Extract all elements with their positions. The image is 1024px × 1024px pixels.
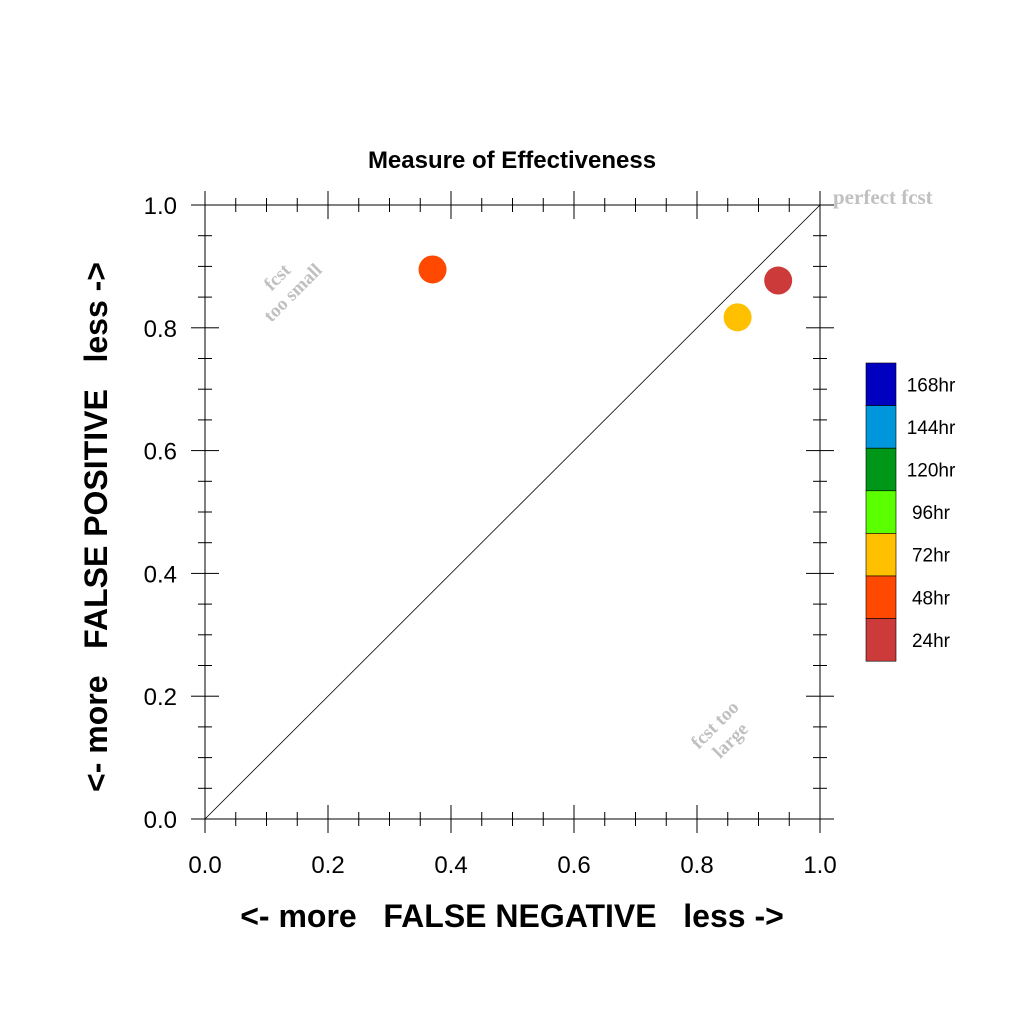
legend-label-48hr: 48hr <box>912 588 951 609</box>
legend-label-120hr: 120hr <box>907 461 956 482</box>
point-24hr <box>764 266 793 295</box>
legend-label-96hr: 96hr <box>912 503 951 524</box>
legend-swatch-144hr <box>865 405 897 449</box>
x-tick-label: 0.8 <box>680 852 713 879</box>
x-tick-label: 1.0 <box>803 852 836 879</box>
legend-swatch-24hr <box>865 618 897 662</box>
legend-label-144hr: 144hr <box>907 418 956 439</box>
too-small-annotation: fcst too small <box>260 260 327 327</box>
y-tick-label: 0.6 <box>144 439 177 466</box>
y-tick-label: 0.8 <box>144 316 177 343</box>
too-large-annotation: fcst too large <box>687 697 753 763</box>
lead-time-legend: 168hr 144hr 120hr 96hr 72hr 48hr 24hr <box>865 362 956 662</box>
y-tick-label: 0.4 <box>144 561 177 588</box>
legend-swatch-120hr <box>865 447 897 492</box>
data-points <box>418 255 793 332</box>
x-tick-label: 0.4 <box>434 852 467 879</box>
x-tick-label: 0.0 <box>188 852 221 879</box>
y-tick-label: 1.0 <box>144 193 177 220</box>
legend-swatch-48hr <box>865 575 897 619</box>
y-tick-labels: 0.0 0.2 0.4 0.6 0.8 1.0 <box>144 193 177 834</box>
legend-swatch-96hr <box>865 490 897 534</box>
legend-label-24hr: 24hr <box>912 631 951 652</box>
perfect-forecast-line <box>204 204 821 820</box>
y-tick-label: 0.2 <box>144 684 177 711</box>
legend-swatch-72hr <box>865 533 897 577</box>
chart-title: Measure of Effectiveness <box>368 147 656 174</box>
axis-ticks <box>191 191 834 833</box>
x-tick-labels: 0.0 0.2 0.4 0.6 0.8 1.0 <box>188 852 836 879</box>
x-tick-label: 0.6 <box>557 852 590 879</box>
y-tick-label: 0.0 <box>144 807 177 834</box>
legend-label-72hr: 72hr <box>912 546 951 567</box>
point-72hr <box>723 303 752 332</box>
point-48hr <box>418 255 447 284</box>
legend-label-168hr: 168hr <box>907 375 956 396</box>
perfect-forecast-annotation: perfect fcst <box>833 185 933 209</box>
x-axis-label: <- more FALSE NEGATIVE less -> <box>240 898 784 934</box>
y-axis-label: <- more FALSE POSITIVE less -> <box>78 262 114 792</box>
legend-swatch-168hr <box>865 362 897 406</box>
x-tick-label: 0.2 <box>311 852 344 879</box>
